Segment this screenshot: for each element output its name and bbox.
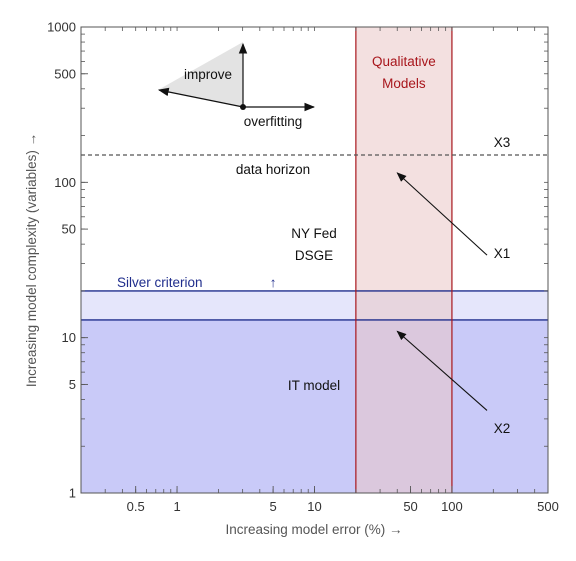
x2-label: X2	[494, 421, 511, 436]
ny-fed-label-line1: NY Fed	[291, 226, 337, 241]
x-tick-label: 0.5	[127, 499, 145, 514]
x-tick-label: 1	[173, 499, 180, 514]
it-model-label: IT model	[288, 378, 340, 393]
qualitative-label-line1: Qualitative	[372, 54, 436, 69]
y-tick-label: 1	[69, 486, 76, 501]
x1-arrow	[396, 172, 488, 256]
y-tick-label: 1000	[47, 20, 76, 35]
y-axis-title: Increasing model complexity (variables) …	[24, 133, 39, 387]
silver-band-region	[81, 290, 548, 320]
qualitative-region	[355, 27, 452, 493]
improve-label: improve	[184, 67, 232, 82]
it-model-region	[81, 319, 548, 493]
y-tick-label: 100	[54, 175, 76, 190]
x1-label: X1	[494, 246, 511, 261]
y-tick-label: 10	[62, 330, 76, 345]
silver-criterion-label: Silver criterion	[117, 275, 203, 290]
x-tick-label: 50	[403, 499, 417, 514]
overfitting-label: overfitting	[244, 114, 303, 129]
qualitative-label-line2: Models	[382, 76, 426, 91]
x-tick-label: 5	[270, 499, 277, 514]
silver-criterion-arrow: ↑	[270, 275, 277, 290]
y-tick-label: 50	[62, 222, 76, 237]
ny-fed-label-line2: DSGE	[295, 248, 333, 263]
x-tick-label: 500	[537, 499, 559, 514]
x-axis-title: Increasing model error (%) →	[225, 522, 402, 537]
improve-triangle	[158, 42, 243, 107]
compass-left-arrow	[157, 87, 244, 108]
x2-arrow	[396, 330, 488, 411]
x-tick-label: 10	[307, 499, 321, 514]
y-tick-label: 5	[69, 377, 76, 392]
compass-diagram: improve overfitting	[157, 42, 316, 129]
y-tick-label: 500	[54, 66, 76, 81]
compass-origin-dot	[240, 104, 246, 110]
x-tick-label: 100	[441, 499, 463, 514]
x3-label: X3	[494, 135, 511, 150]
x-axis-ticks: 0.5 1 5 10 50 100 500	[104, 27, 559, 514]
y-axis-ticks: 1 5 10 50 100 500 1000	[47, 20, 548, 501]
data-horizon-label: data horizon	[236, 162, 310, 177]
